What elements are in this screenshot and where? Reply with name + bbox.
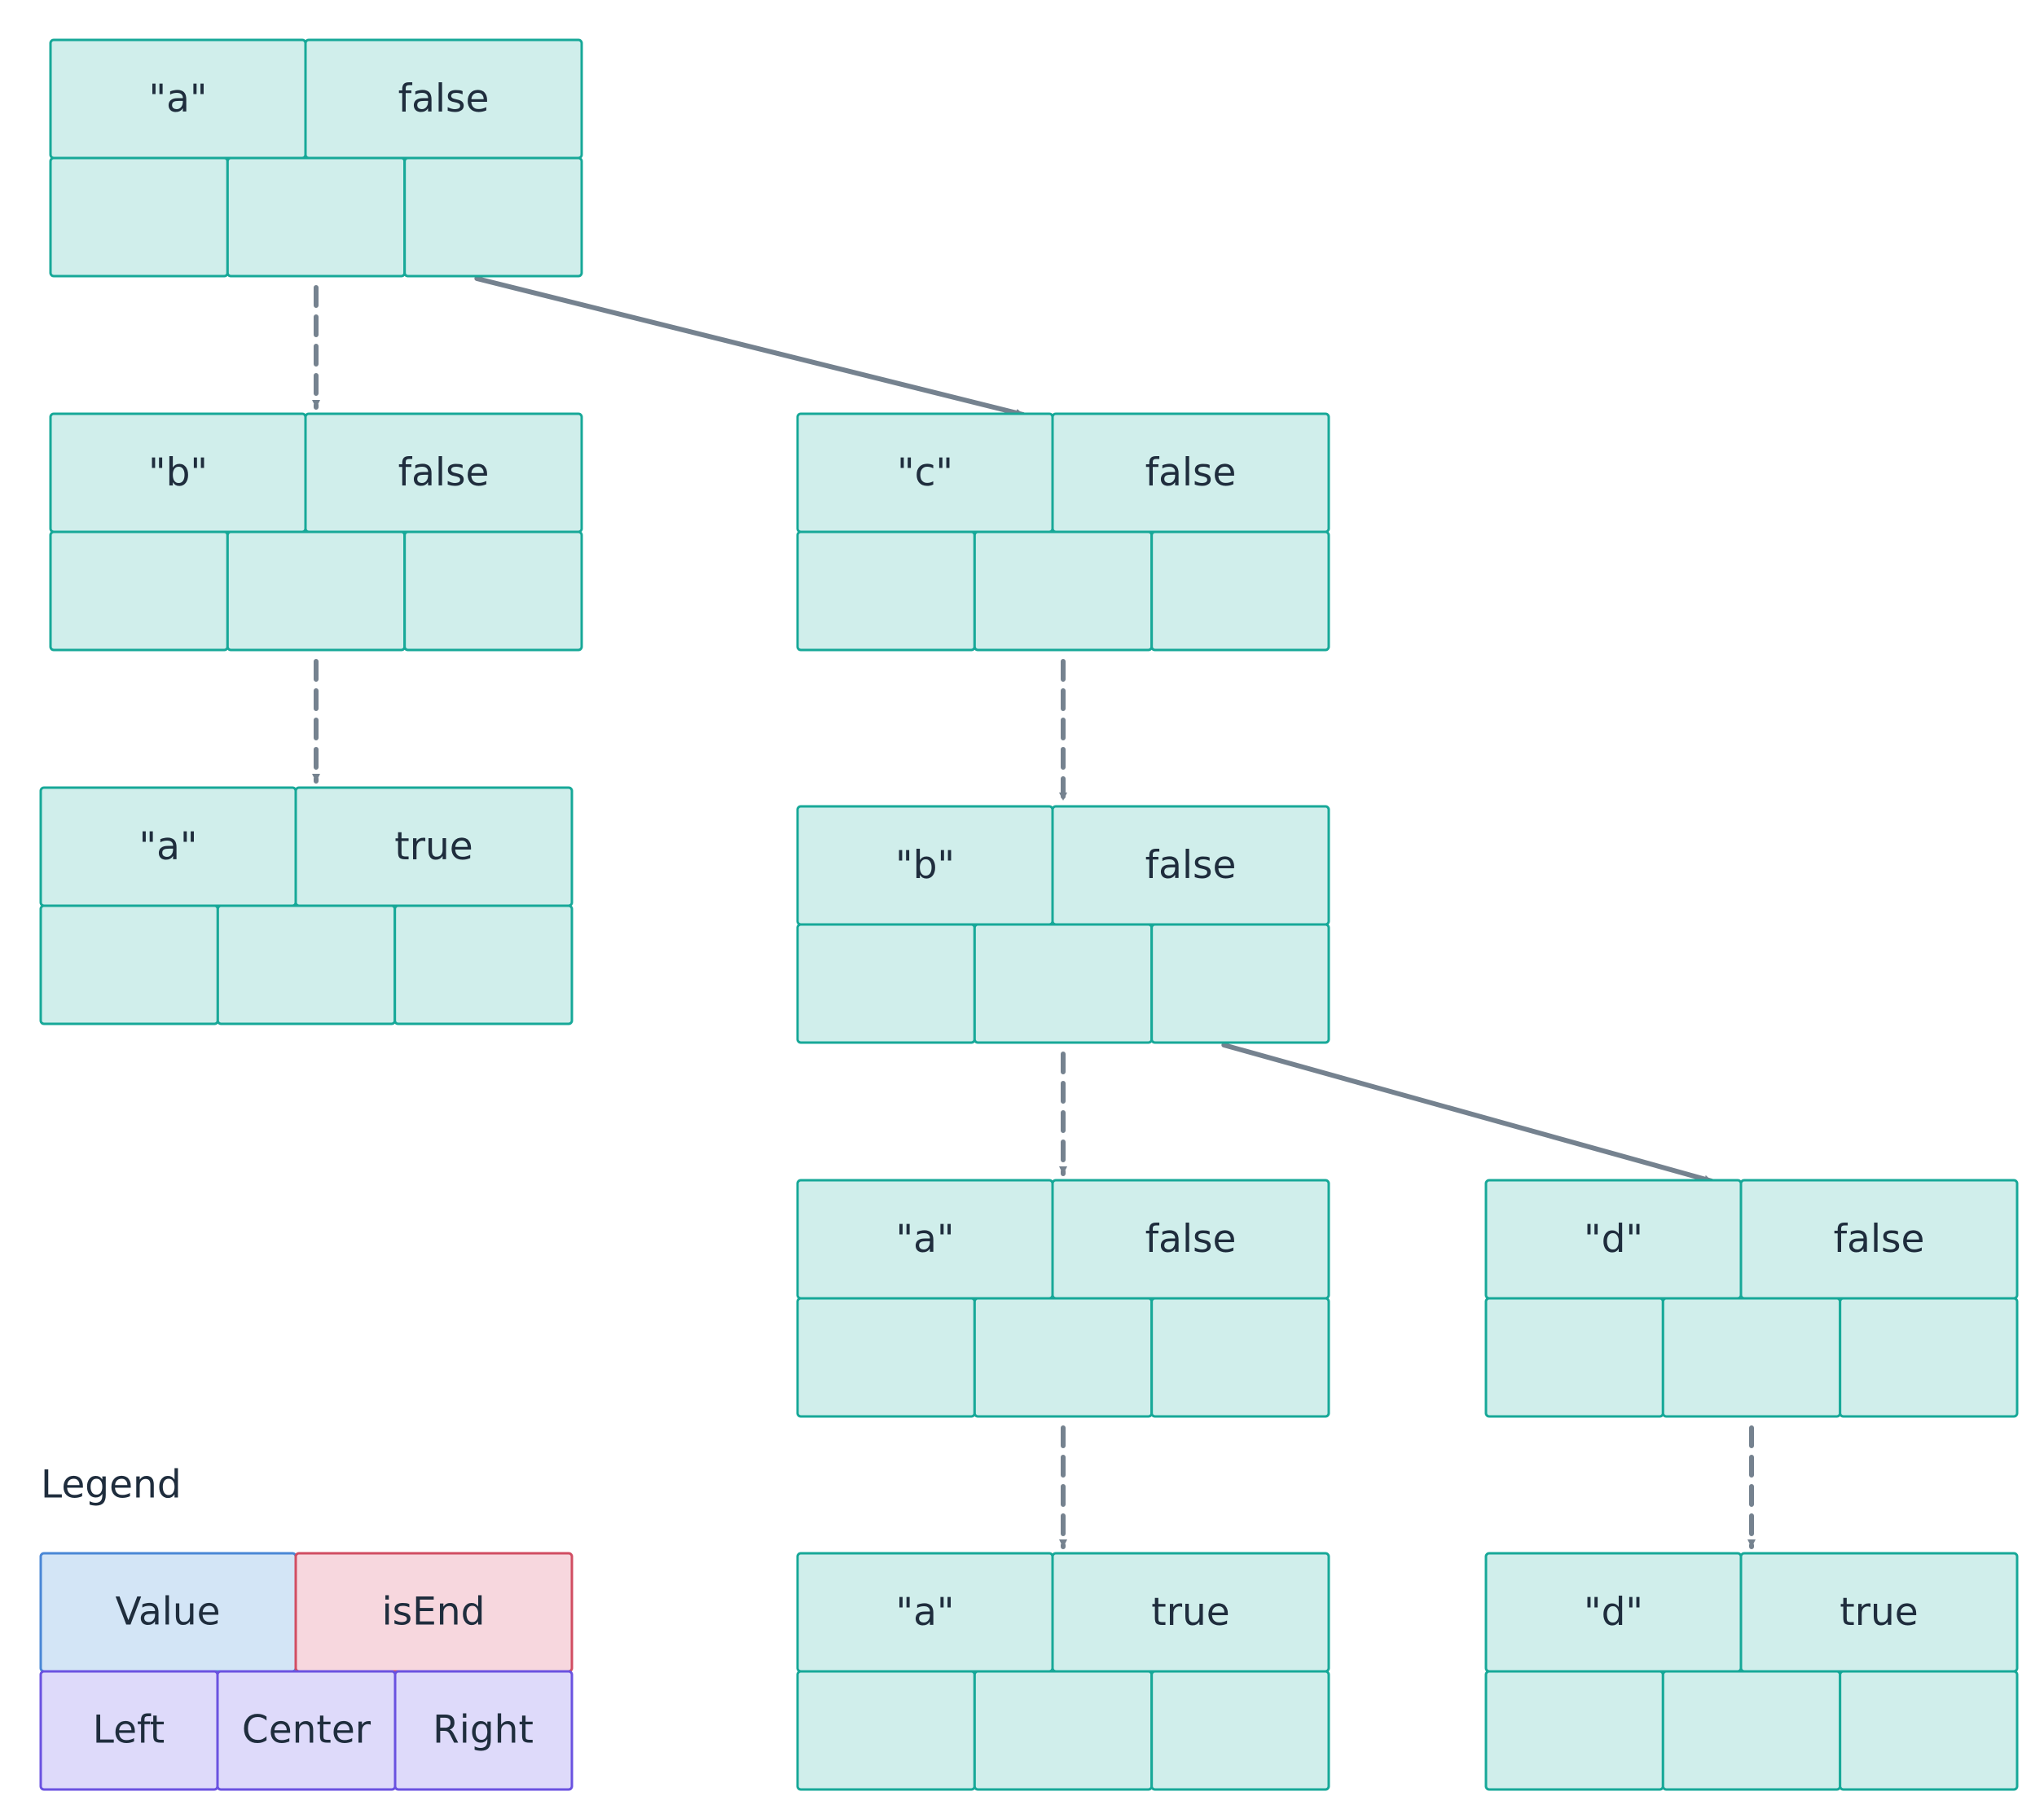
right-child-arrow [474, 276, 1026, 417]
node-isend-label: false [398, 450, 490, 495]
node-isend-label: true [1840, 1590, 1918, 1635]
node-right-cell [1150, 1297, 1330, 1418]
node-value-label: "a" [148, 77, 207, 121]
node-left-cell [1484, 1297, 1664, 1418]
node-value-label: "a" [895, 1590, 954, 1635]
node-center-cell [973, 530, 1154, 652]
legend-title: Legend [41, 1463, 182, 1508]
node-left-cell [796, 530, 976, 652]
node-isend-label: true [394, 824, 473, 869]
trie-node: "a" false [796, 1179, 1330, 1418]
node-right-cell [1839, 1297, 2019, 1418]
node-right-cell [403, 156, 583, 278]
node-right-cell [1839, 1670, 2019, 1791]
node-isend-label: false [1145, 1217, 1237, 1262]
node-left-cell [796, 923, 976, 1044]
nodes-layer: "a" false"b" false "c" false"a" true "b" false"… [39, 38, 2019, 1791]
node-isend-label: false [1834, 1217, 1925, 1262]
node-left-cell [49, 530, 229, 652]
node-center-cell [973, 923, 1154, 1044]
node-left-cell [1484, 1670, 1664, 1791]
node-left-cell [796, 1670, 976, 1791]
node-left-cell [49, 156, 229, 278]
node-right-cell [403, 530, 583, 652]
node-center-cell [973, 1670, 1154, 1791]
trie-node: "a" false [49, 38, 583, 278]
node-value-label: "c" [897, 450, 953, 495]
node-center-cell [226, 530, 407, 652]
node-left-cell [39, 904, 219, 1025]
node-right-cell [393, 904, 574, 1025]
node-center-cell [1661, 1297, 1842, 1418]
trie-node: "a" true [796, 1552, 1330, 1791]
trie-node: "b" false [796, 805, 1330, 1044]
node-isend-label: false [1145, 450, 1237, 495]
node-center-cell [973, 1297, 1154, 1418]
node-center-cell [226, 156, 407, 278]
node-right-cell [1150, 530, 1330, 652]
trie-node: "a" true [39, 786, 574, 1025]
trie-node: "d" true [1484, 1552, 2019, 1791]
edges-layer [312, 276, 1756, 1549]
legend-left-label: Left [93, 1708, 165, 1753]
legend-right-label: Right [433, 1708, 534, 1753]
legend-value-label: Value [115, 1590, 220, 1635]
node-value-label: "a" [895, 1217, 954, 1262]
legend-right-cell [393, 1670, 574, 1791]
node-value-label: "d" [1584, 1590, 1643, 1635]
node-right-cell [1150, 1670, 1330, 1791]
node-value-label: "a" [138, 824, 197, 869]
right-child-arrow [1221, 1043, 1714, 1183]
trie-node: "d" false [1484, 1179, 2019, 1418]
trie-node: "b" false [49, 412, 583, 652]
node-right-cell [1150, 923, 1330, 1044]
legend-center-label: Center [242, 1708, 371, 1753]
node-isend-label: false [398, 77, 490, 121]
node-value-label: "d" [1584, 1217, 1643, 1262]
node-value-label: "b" [895, 843, 955, 888]
node-center-cell [1661, 1670, 1842, 1791]
legend: Legend Value isEnd Left Center Right [39, 1463, 574, 1791]
node-value-label: "b" [148, 450, 208, 495]
node-isend-label: false [1145, 843, 1237, 888]
node-isend-label: true [1151, 1590, 1229, 1635]
node-left-cell [796, 1297, 976, 1418]
node-center-cell [216, 904, 397, 1025]
legend-isend-label: isEnd [382, 1590, 486, 1635]
trie-node: "c" false [796, 412, 1330, 652]
